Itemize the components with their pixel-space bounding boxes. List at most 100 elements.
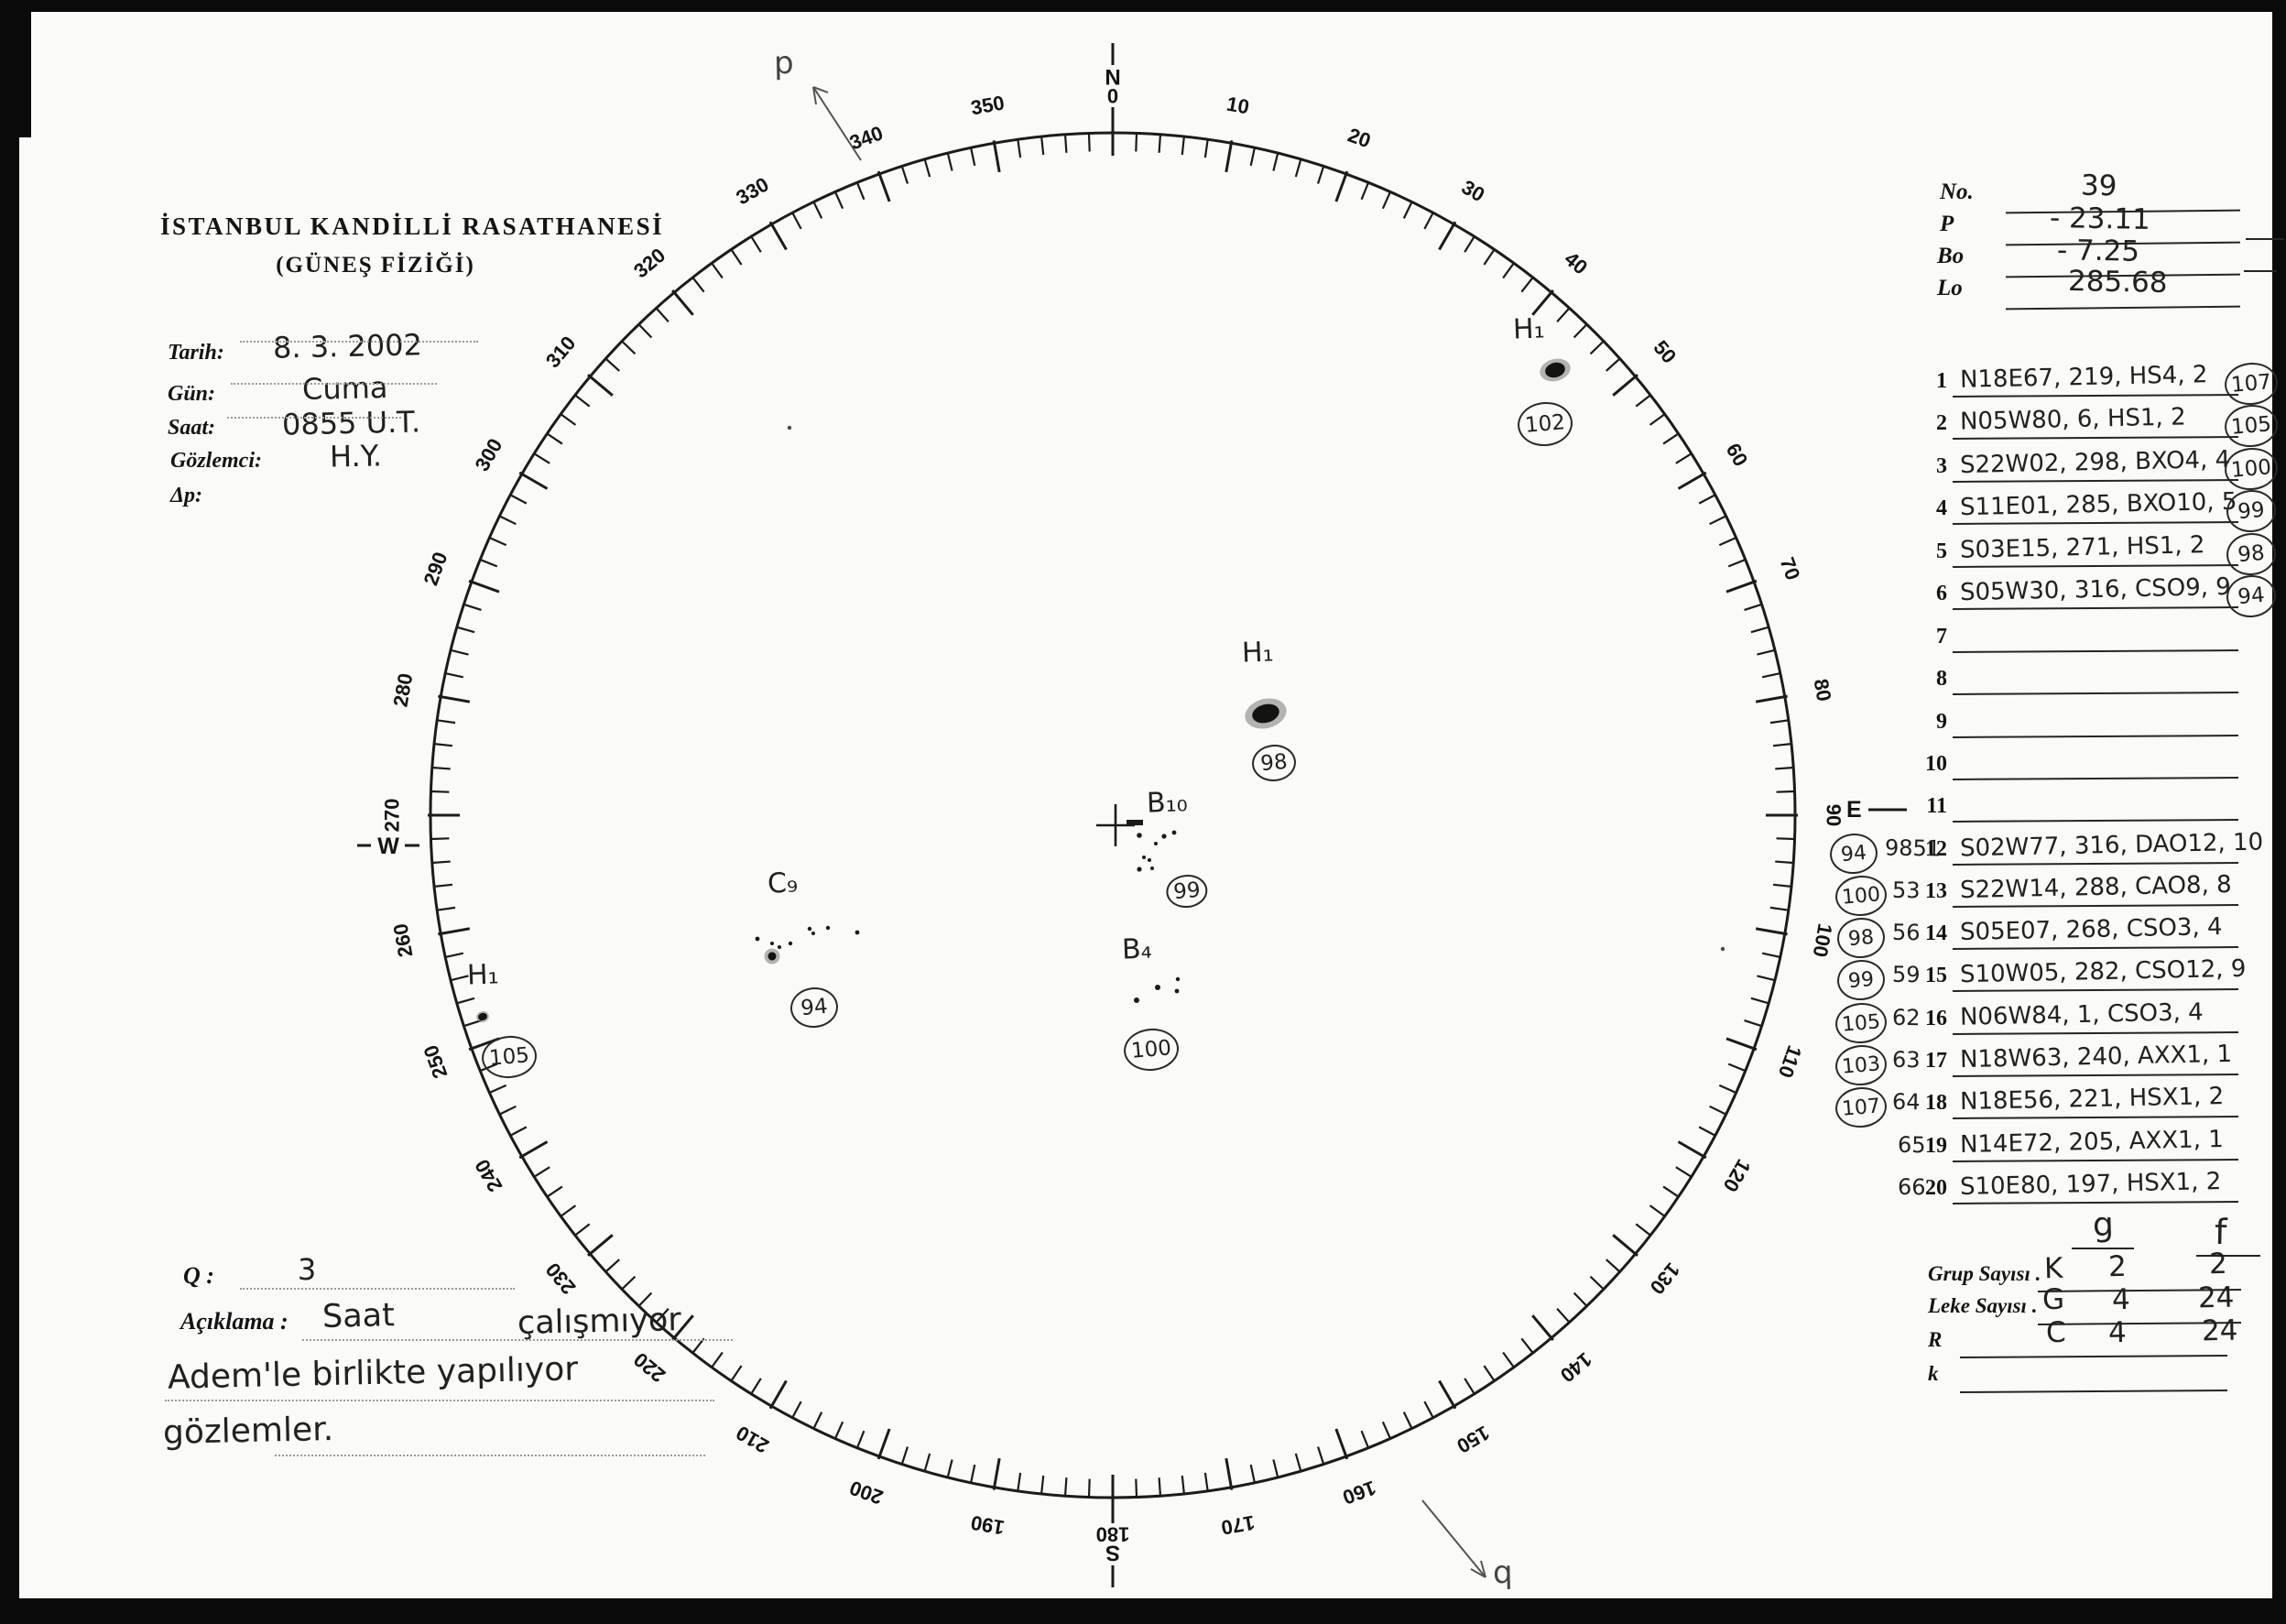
totals-label-grup: Grup Sayısı . bbox=[1928, 1262, 2041, 1285]
observation-row-text: N06W84, 1, CSO3, 4 bbox=[1959, 997, 2204, 1031]
field-label-gun: Gün: bbox=[168, 382, 216, 406]
eph-label-lo: Lo bbox=[1937, 276, 1963, 300]
eph-label-p: P bbox=[1940, 212, 1954, 236]
svg-text:80: 80 bbox=[1810, 677, 1836, 703]
totals-leke-v1: 4 bbox=[2111, 1282, 2131, 1317]
totals-leke-letter: G bbox=[2041, 1282, 2065, 1317]
totals-col-g-rule bbox=[2072, 1248, 2134, 1249]
north-marker: 0N bbox=[1105, 43, 1121, 156]
observation-row-number: 2 bbox=[1936, 411, 1947, 436]
observation-row-text: S02W77, 316, DAO12, 10 bbox=[1959, 828, 2264, 862]
sunspot-dot bbox=[1171, 830, 1177, 835]
svg-text:150: 150 bbox=[1453, 1422, 1493, 1458]
observation-row-text: S22W02, 298, BXO4, 4 bbox=[1959, 445, 2231, 479]
totals-label-k: k bbox=[1928, 1362, 1939, 1385]
observation-row-text: S03E15, 271, HS1, 2 bbox=[1959, 530, 2205, 564]
svg-text:S: S bbox=[1105, 1541, 1120, 1565]
observation-row-number: 17 bbox=[1925, 1049, 1947, 1073]
observation-row-number: 1 bbox=[1936, 369, 1947, 393]
svg-text:50: 50 bbox=[1649, 336, 1681, 368]
svg-text:10: 10 bbox=[1225, 93, 1250, 119]
field-value-gun: Cuma bbox=[301, 370, 388, 407]
stray-mark bbox=[1720, 946, 1725, 952]
aciklama-rule3 bbox=[275, 1455, 705, 1456]
totals-r-v2: 24 bbox=[2201, 1313, 2238, 1348]
observation-row-text: S11E01, 285, BXO10, 5 bbox=[1959, 488, 2237, 522]
sunspot-group-label: H₁ bbox=[1512, 312, 1546, 346]
hand-arrow-line bbox=[812, 86, 862, 161]
sunspot-dot bbox=[1142, 856, 1146, 859]
svg-text:40: 40 bbox=[1560, 247, 1592, 279]
svg-text:30: 30 bbox=[1458, 175, 1489, 206]
sunspot-dot bbox=[770, 942, 774, 945]
svg-text:N: N bbox=[1105, 66, 1120, 91]
svg-text:160: 160 bbox=[1340, 1477, 1379, 1510]
eph-value-lo: 285.68 bbox=[2067, 265, 2168, 300]
scan-edge-right bbox=[2272, 0, 2286, 1624]
field-rule-tarih bbox=[240, 341, 478, 343]
east-marker: E bbox=[1846, 797, 1862, 823]
svg-text:190: 190 bbox=[969, 1511, 1007, 1540]
eph-label-no: No. bbox=[1940, 180, 1974, 204]
eph-label-bo: Bo bbox=[1937, 244, 1965, 268]
observation-row-number: 11 bbox=[1926, 794, 1947, 819]
svg-text:100: 100 bbox=[1809, 921, 1837, 959]
disk-rim bbox=[429, 131, 1797, 1499]
observation-row-text: S05E07, 268, CSO3, 4 bbox=[1959, 913, 2223, 947]
sunspot-dot bbox=[1137, 833, 1142, 838]
svg-text:290: 290 bbox=[419, 549, 452, 588]
sunspot-dot bbox=[1134, 997, 1139, 1003]
svg-text:250: 250 bbox=[419, 1042, 452, 1082]
totals-r-letter: C bbox=[2045, 1315, 2067, 1350]
scan-edge-left bbox=[0, 0, 19, 1624]
aciklama-label: Açıklama : bbox=[180, 1308, 288, 1335]
sunspot-dot bbox=[1175, 976, 1181, 982]
eph-value-no: 39 bbox=[2080, 169, 2117, 203]
observation-region-tag: 59 bbox=[1891, 962, 1921, 988]
observatory-title: İSTANBUL KANDİLLİ RASATHANESİ bbox=[160, 213, 665, 240]
observation-row-number: 3 bbox=[1936, 453, 1947, 478]
observation-region-tag: 56 bbox=[1891, 919, 1921, 946]
field-label-deltap: Δp: bbox=[170, 484, 203, 507]
observation-row-number: 5 bbox=[1936, 539, 1947, 563]
svg-text:240: 240 bbox=[470, 1155, 506, 1195]
field-rule-saat bbox=[227, 417, 401, 419]
observation-row-text: N18E67, 219, HS4, 2 bbox=[1959, 361, 2208, 394]
totals-col-f-rule bbox=[2196, 1255, 2260, 1257]
svg-text:340: 340 bbox=[846, 121, 886, 154]
field-label-tarih: Tarih: bbox=[168, 341, 224, 365]
sunspot-dot bbox=[1161, 834, 1167, 839]
svg-text:320: 320 bbox=[629, 244, 669, 283]
hand-arrow-label: q bbox=[1492, 1553, 1514, 1592]
aciklama-line2: Adem'le birlikte yapılıyor bbox=[167, 1350, 579, 1397]
west-marker: W bbox=[377, 834, 399, 859]
svg-text:140: 140 bbox=[1556, 1348, 1596, 1388]
field-value-tarih: 8. 3. 2002 bbox=[272, 327, 423, 365]
sunspot-umbra bbox=[767, 952, 777, 961]
svg-text:70: 70 bbox=[1776, 554, 1805, 583]
observation-row-number: 7 bbox=[1936, 625, 1947, 649]
svg-text:280: 280 bbox=[388, 671, 417, 709]
field-rule-gun bbox=[231, 383, 437, 385]
scan-edge-top bbox=[0, 0, 2286, 12]
totals-leke-v2: 24 bbox=[2197, 1281, 2235, 1315]
eph-rule-p-extra bbox=[2246, 238, 2284, 240]
field-label-saat: Saat: bbox=[168, 416, 216, 440]
observation-row-text: S05W30, 316, CSO9, 9 bbox=[1959, 572, 2232, 607]
observation-row-number: 14 bbox=[1925, 921, 1947, 946]
observation-region-tag: 53 bbox=[1891, 877, 1921, 904]
sunspot-group-label: B₁₀ bbox=[1146, 786, 1189, 820]
totals-grup-v2: 2 bbox=[2208, 1247, 2228, 1281]
eph-rule-bo-extra bbox=[2244, 270, 2277, 272]
svg-text:90: 90 bbox=[1823, 804, 1845, 826]
sunspot-dot bbox=[755, 936, 760, 942]
observation-row-text: N18W63, 240, AXX1, 1 bbox=[1959, 1040, 2233, 1074]
scan-edge-bottom bbox=[0, 1598, 2286, 1624]
field-label-gozlemci: Gözlemci: bbox=[170, 449, 262, 473]
observation-row-text: N18E56, 221, HSX1, 2 bbox=[1959, 1083, 2225, 1117]
sunspot-dot bbox=[1154, 842, 1158, 845]
sunspot-dot bbox=[778, 945, 781, 949]
sunspot-group-label: H₁ bbox=[466, 958, 500, 992]
